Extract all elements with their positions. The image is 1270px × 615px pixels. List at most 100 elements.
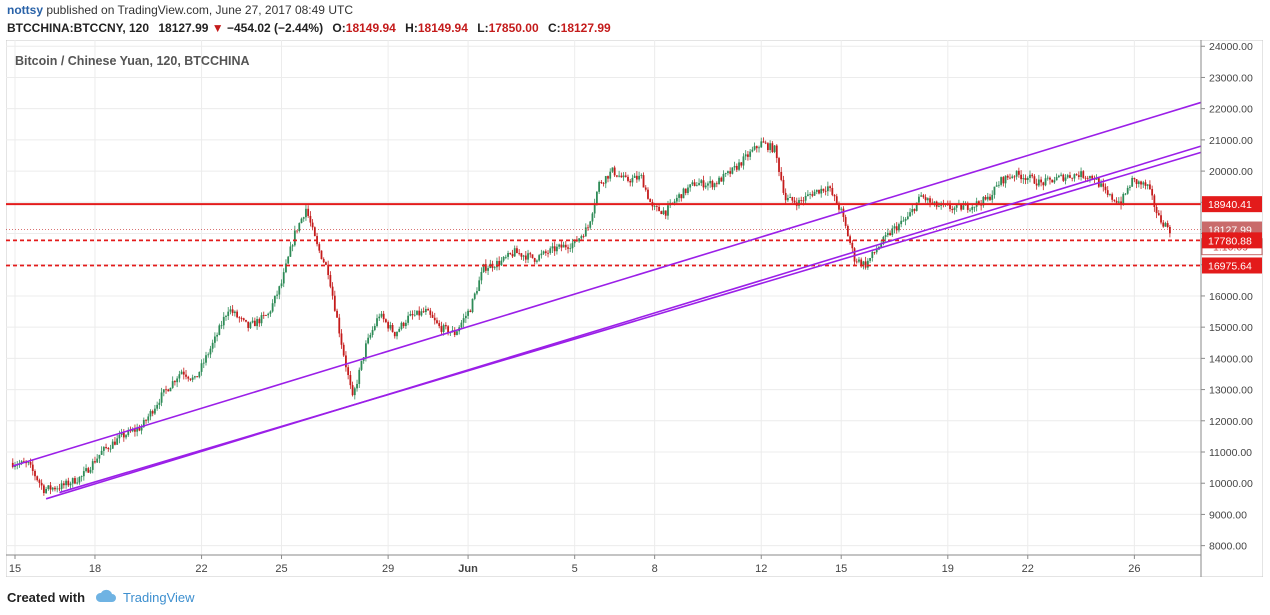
- candle-body: [191, 377, 194, 380]
- candle-body: [484, 264, 487, 271]
- candle-body: [738, 162, 740, 170]
- candle-body: [922, 195, 925, 198]
- candle-body: [1100, 183, 1102, 187]
- candle-body: [82, 471, 85, 477]
- candle-body: [1055, 177, 1058, 181]
- candle-body: [433, 317, 436, 321]
- candle-body: [533, 258, 536, 262]
- candle-body: [1000, 177, 1003, 185]
- candle-body: [289, 246, 292, 257]
- candle-body: [1042, 182, 1045, 186]
- candle-body: [527, 253, 529, 260]
- candle-body: [733, 165, 736, 168]
- candle-body: [114, 441, 116, 445]
- candle-body: [518, 253, 521, 254]
- candle-body: [165, 389, 167, 391]
- open-value: 18149.94: [345, 21, 396, 35]
- candle-body: [440, 326, 443, 332]
- candle-body: [136, 428, 139, 432]
- candle-body: [591, 213, 594, 222]
- candle-body: [1073, 174, 1076, 179]
- candle-body: [838, 204, 840, 210]
- candle-body: [156, 404, 159, 409]
- high-value: 18149.94: [417, 21, 468, 35]
- candle-body: [247, 321, 250, 328]
- candle-body: [396, 331, 398, 337]
- x-tick-label: 5: [572, 563, 578, 575]
- candle-body: [798, 200, 800, 206]
- candle-body: [1069, 175, 1071, 178]
- candle-body: [898, 224, 900, 231]
- candle-body: [265, 315, 267, 316]
- grid: [6, 40, 1201, 555]
- candle-body: [567, 247, 569, 249]
- candle-body: [849, 236, 851, 243]
- low-label: L:: [477, 21, 489, 35]
- tradingview-brand-link[interactable]: TradingView: [123, 590, 195, 605]
- candle-body: [49, 485, 52, 490]
- y-tick-label: 22000.00: [1209, 104, 1253, 116]
- candle-body: [620, 175, 623, 178]
- candle-body: [702, 180, 705, 188]
- candle-body: [511, 254, 514, 257]
- candle-body: [791, 197, 794, 201]
- last-price: 18127.99: [158, 21, 209, 35]
- candle-body: [1140, 181, 1142, 185]
- candle-body: [704, 185, 707, 188]
- candle-body: [831, 187, 834, 195]
- candle-body: [664, 210, 667, 216]
- candle-body: [438, 323, 441, 327]
- x-axis[interactable]: 15 18 22 25 29 Jun 5 8 12 15 19 22 26: [9, 555, 1141, 575]
- level-tag-bg: [1202, 196, 1262, 213]
- candle-body: [600, 181, 603, 184]
- candle-body: [607, 176, 609, 179]
- candle-body: [178, 374, 181, 379]
- candle-body: [411, 314, 414, 316]
- candle-body: [1013, 176, 1016, 178]
- candle-body: [1169, 227, 1171, 234]
- candle-body: [1104, 186, 1107, 191]
- tradingview-cloud-icon[interactable]: [95, 589, 117, 606]
- level-tag: 16975.64: [1208, 260, 1252, 272]
- candle-body: [509, 252, 512, 255]
- candle-body: [1037, 179, 1040, 186]
- candle-body: [120, 432, 123, 436]
- price-chart[interactable]: 8000.00 9000.00 10000.00 11000.00 12000.00 13…: [5, 39, 1264, 578]
- candle-body: [1082, 171, 1085, 178]
- candle-body: [1015, 170, 1018, 177]
- candle-body: [522, 255, 525, 257]
- candle-body: [1111, 194, 1114, 200]
- candle-body: [40, 482, 43, 486]
- candle-body: [700, 180, 703, 184]
- y-tick-label: 16000.00: [1209, 291, 1253, 303]
- candle-body: [1053, 180, 1056, 183]
- candle-body: [516, 248, 518, 254]
- candle-body: [249, 322, 252, 328]
- candle-body: [211, 342, 214, 349]
- candle-body: [846, 225, 849, 237]
- candle-body: [65, 480, 67, 486]
- candle-body: [784, 192, 787, 201]
- level-tag-bg: [1202, 232, 1262, 249]
- candle-body: [773, 145, 776, 152]
- candle-body: [96, 458, 99, 463]
- candle-body: [862, 261, 865, 266]
- chart-container[interactable]: 8000.00 9000.00 10000.00 11000.00 12000.00 13…: [5, 39, 1264, 578]
- candle-body: [282, 272, 285, 284]
- candle-body: [313, 227, 316, 237]
- candle-body: [424, 309, 427, 313]
- candle-body: [367, 337, 370, 344]
- y-tick-label: 15000.00: [1209, 322, 1253, 334]
- high-label: H:: [405, 21, 418, 35]
- candle-body: [58, 488, 61, 490]
- candle-body: [815, 189, 818, 192]
- candle-body: [276, 294, 278, 296]
- candle-body: [1044, 178, 1047, 186]
- candle-body: [356, 383, 358, 389]
- author-name[interactable]: nottsy: [7, 3, 43, 17]
- candle-body: [407, 315, 410, 323]
- candle-body: [56, 488, 59, 490]
- candle-body: [298, 223, 301, 231]
- down-arrow-icon: ▼: [211, 21, 224, 35]
